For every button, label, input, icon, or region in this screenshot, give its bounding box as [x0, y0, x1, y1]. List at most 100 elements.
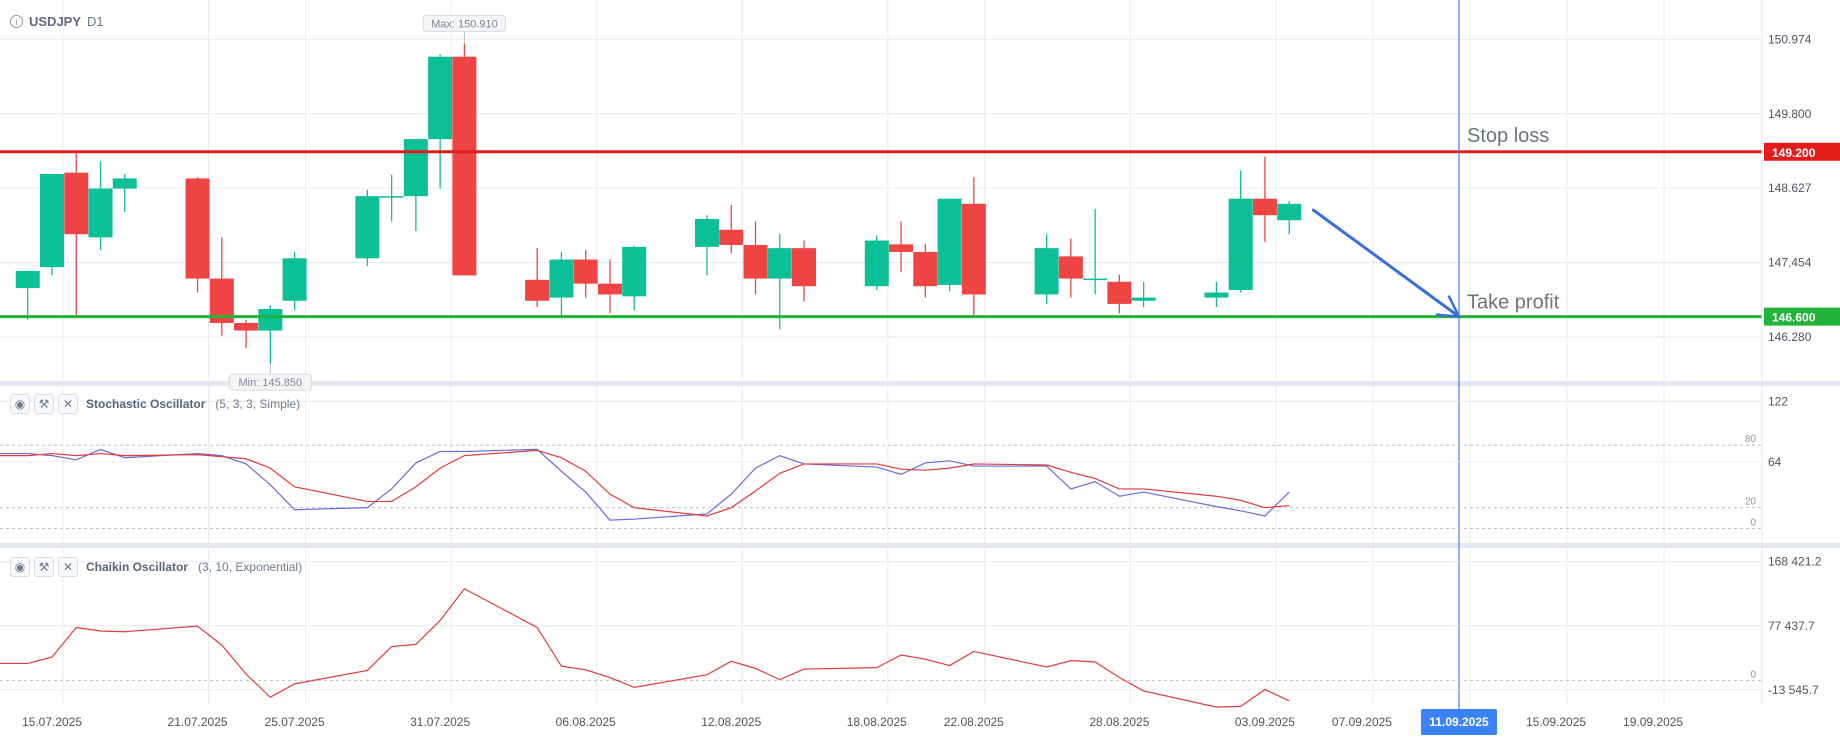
date-axis-label: 07.09.2025 — [1332, 715, 1392, 729]
bullish-candle — [937, 198, 962, 292]
candle-body — [913, 251, 938, 287]
stochastic-header: ◉ ⚒ ✕ Stochastic Oscillator (5, 3, 3, Si… — [10, 394, 300, 414]
eye-icon[interactable]: ◉ — [10, 557, 30, 577]
bearish-candle — [525, 248, 550, 308]
candle-body — [379, 196, 404, 198]
min-label: Min: 145.850 — [239, 377, 303, 389]
stochastic-level-label: 20 — [1745, 497, 1757, 508]
stochastic-d-line — [0, 449, 1290, 517]
take-profit-badge — [1764, 307, 1840, 326]
bearish-candle — [573, 250, 598, 298]
bearish-candle — [961, 177, 986, 317]
candle-body — [792, 248, 817, 287]
stop-loss-badge — [1764, 142, 1840, 161]
candle-body — [549, 259, 574, 298]
bullish-candle — [40, 173, 64, 276]
bullish-candle — [88, 161, 113, 251]
candle-body — [525, 279, 550, 301]
chaikin-axis-label: -13 545.7 — [1768, 683, 1819, 697]
bullish-candle — [1034, 234, 1059, 304]
candle-body — [15, 270, 40, 289]
candle-body — [1204, 292, 1229, 298]
date-axis-label: 21.07.2025 — [168, 715, 228, 729]
bearish-candle — [185, 177, 210, 293]
stochastic-name: Stochastic Oscillator — [86, 397, 206, 411]
chaikin-line — [0, 587, 1290, 708]
stochastic-axis-label: 122 — [1768, 395, 1788, 409]
close-icon[interactable]: ✕ — [58, 557, 78, 577]
candle-body — [185, 178, 210, 279]
date-axis-label: 25.07.2025 — [265, 715, 325, 729]
bullish-candle — [1083, 208, 1108, 295]
bearish-candle — [452, 43, 477, 276]
price-axis-label: 147.454 — [1768, 255, 1812, 269]
date-cursor-badge — [1421, 709, 1497, 735]
date-axis-label: 19.09.2025 — [1623, 715, 1683, 729]
candle-body — [937, 198, 962, 285]
take-profit-badge-text: 146.600 — [1772, 311, 1816, 325]
bearish-candle — [889, 221, 914, 273]
candle-body — [88, 188, 113, 238]
candle-body — [961, 203, 986, 295]
candle-body — [1131, 297, 1156, 301]
bearish-candle — [792, 240, 817, 302]
candle-body — [1228, 198, 1253, 290]
bullish-candle — [864, 235, 889, 290]
date-axis-label: 03.09.2025 — [1235, 715, 1295, 729]
bullish-candle — [258, 305, 283, 365]
symbol-header: i USDJPY D1 — [10, 14, 104, 29]
timeframe-label[interactable]: D1 — [87, 14, 104, 29]
price-axis-label: 149.800 — [1768, 107, 1812, 121]
candle-body — [355, 196, 380, 259]
candle-body — [258, 309, 283, 331]
price-axis-label: 148.627 — [1768, 181, 1812, 195]
bullish-candle — [694, 215, 719, 276]
symbol-label: USDJPY — [29, 14, 82, 29]
date-axis-label: 18.08.2025 — [847, 715, 907, 729]
date-axis-label: 31.07.2025 — [410, 715, 470, 729]
max-label: Max: 150.910 — [431, 18, 498, 30]
bullish-candle — [112, 173, 137, 213]
wrench-icon[interactable]: ⚒ — [34, 394, 54, 414]
chaikin-axis-label: 168 421.2 — [1768, 555, 1822, 569]
bearish-candle — [597, 259, 622, 314]
stochastic-level-label: 80 — [1745, 434, 1757, 445]
bullish-candle — [403, 139, 428, 232]
bullish-candle — [355, 189, 380, 266]
close-icon[interactable]: ✕ — [58, 394, 78, 414]
bullish-candle — [622, 245, 647, 311]
stop-loss-label: Stop loss — [1467, 125, 1549, 147]
bullish-candle — [282, 251, 307, 311]
candle-body — [1277, 203, 1302, 221]
candle-body — [64, 172, 89, 235]
candle-body — [1252, 198, 1277, 216]
candle-body — [719, 229, 744, 245]
bullish-candle — [1204, 281, 1229, 308]
bullish-candle — [1228, 170, 1253, 293]
info-icon[interactable]: i — [10, 15, 23, 28]
pane-separator — [0, 543, 1840, 548]
candle-body — [767, 248, 792, 279]
candle-body — [622, 246, 647, 297]
bullish-candle — [428, 54, 453, 189]
wrench-icon[interactable]: ⚒ — [34, 557, 54, 577]
bearish-candle — [1058, 238, 1083, 298]
chaikin-level-label: 0 — [1750, 669, 1756, 680]
candle-body — [234, 322, 259, 331]
bearish-candle — [743, 221, 768, 295]
price-axis-label: 150.974 — [1768, 32, 1812, 46]
candle-body — [282, 258, 307, 301]
candle-body — [864, 240, 889, 287]
date-axis-label: 28.08.2025 — [1089, 715, 1149, 729]
bullish-candle — [1131, 281, 1156, 308]
date-axis-label: 22.08.2025 — [944, 715, 1004, 729]
min-label-box — [228, 373, 312, 391]
date-axis-label: 06.08.2025 — [556, 715, 616, 729]
chaikin-name: Chaikin Oscillator — [86, 560, 189, 574]
bullish-candle — [15, 270, 40, 320]
bullish-candle — [1277, 201, 1302, 235]
eye-icon[interactable]: ◉ — [10, 394, 30, 414]
stochastic-params: (5, 3, 3, Simple) — [215, 397, 301, 411]
